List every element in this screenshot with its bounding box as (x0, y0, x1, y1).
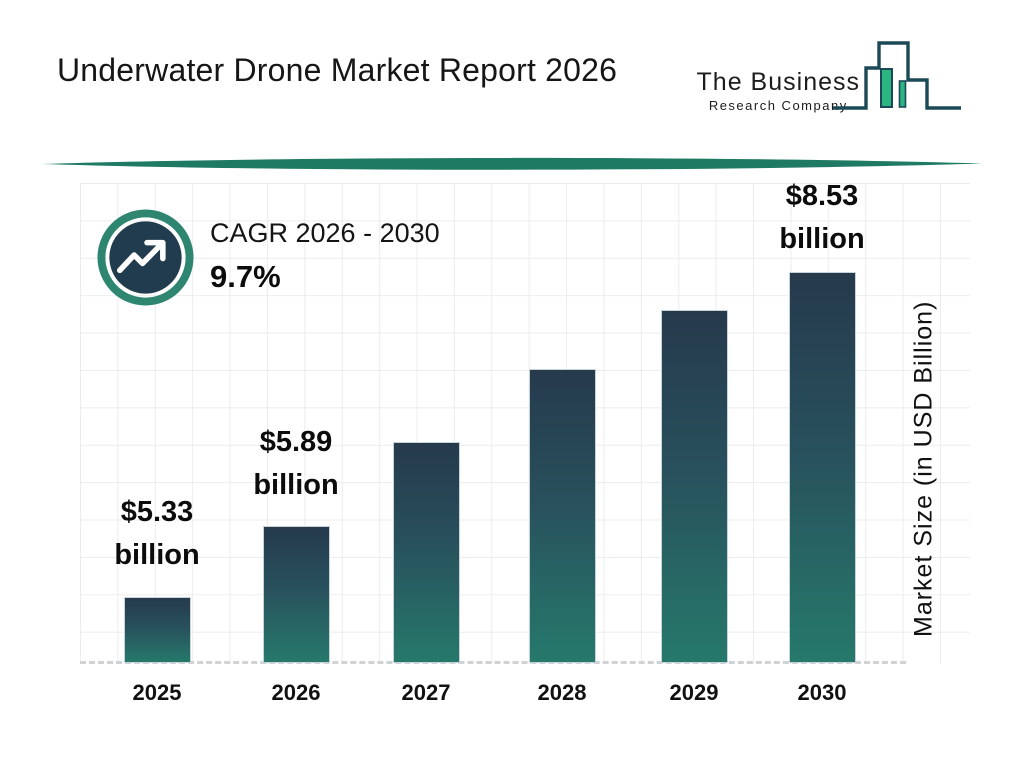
x-tick-label-2029: 2029 (669, 680, 719, 705)
cagr-label: CAGR 2026 - 2030 (210, 218, 440, 248)
bar-2026 (262, 526, 330, 663)
cagr-text-block: CAGR 2026 - 2030 9.7% (210, 218, 440, 295)
cagr-value: 9.7% (210, 259, 281, 294)
page-title: Underwater Drone Market Report 2026 (57, 52, 618, 88)
logo-bars-icon (833, 41, 961, 110)
x-tick-label-2030: 2030 (797, 680, 847, 705)
value-label-2025: $5.33 billion (114, 496, 200, 571)
y-axis-label: Market Size (in USD Billion) (909, 300, 938, 638)
value-label-2026: $5.89 billion (253, 426, 339, 501)
bar-2025 (123, 597, 191, 663)
x-tick-label-2028: 2028 (537, 680, 587, 705)
logo-company-subtitle: Research Company (708, 98, 848, 113)
section-divider (42, 157, 982, 170)
cagr-badge (97, 209, 194, 306)
trend-up-icon (116, 239, 166, 274)
value-label-2030: $8.53 billion (779, 180, 865, 255)
bar-2027 (392, 442, 460, 663)
logo-text: The Business Research Company (697, 68, 860, 113)
x-axis-baseline (80, 661, 906, 664)
logo-company-name: The Business (696, 68, 860, 96)
bar-2029 (660, 310, 728, 663)
x-tick-label-2025: 2025 (132, 680, 182, 705)
x-tick-label-2026: 2026 (271, 680, 321, 705)
x-tick-label-2027: 2027 (401, 680, 451, 705)
bar-2028 (528, 369, 596, 663)
bar-2030 (788, 272, 856, 663)
company-logo: The Business Research Company (697, 40, 980, 130)
